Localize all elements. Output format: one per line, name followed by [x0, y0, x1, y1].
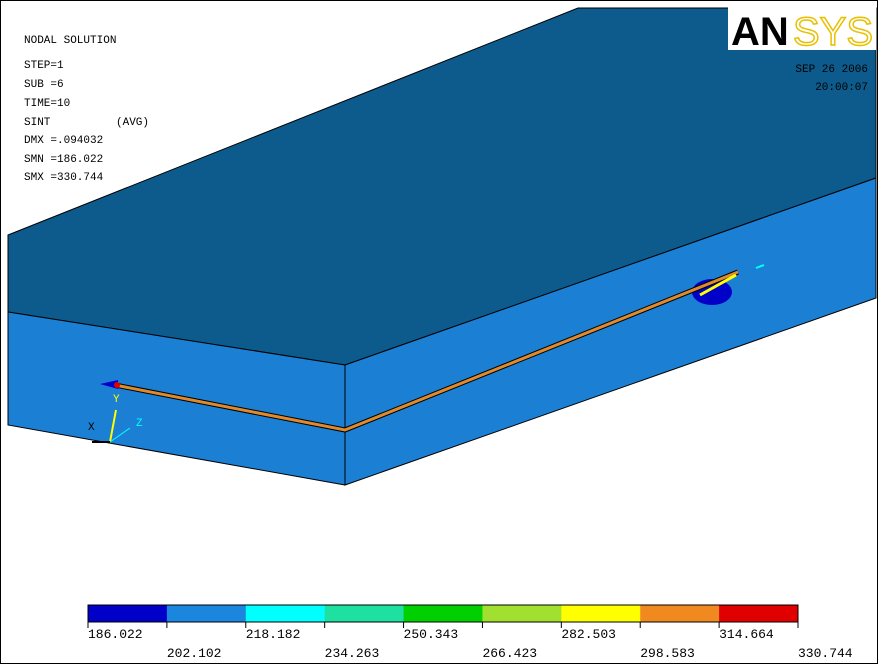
legend-swatch [88, 605, 167, 622]
logo-an: AN [731, 10, 789, 54]
info-dmx: DMX =.094032 [24, 135, 103, 147]
legend-label: 218.182 [246, 627, 301, 642]
info-smn: SMN =186.022 [24, 154, 103, 166]
legend-label: 330.744 [798, 646, 853, 661]
info-step: STEP=1 [24, 60, 64, 72]
triad-z: Z [136, 418, 143, 430]
legend-label: 186.022 [88, 627, 143, 642]
legend-label: 314.664 [719, 627, 774, 642]
legend-label: 234.263 [325, 646, 380, 661]
info-title: NODAL SOLUTION [24, 35, 116, 47]
legend-swatch [325, 605, 404, 622]
info-smx: SMX =330.744 [24, 172, 104, 184]
logo-sys: SYS [793, 10, 873, 54]
legend-label: 282.503 [561, 627, 616, 642]
crack-tip-max [114, 382, 120, 388]
legend-label: 250.343 [404, 627, 459, 642]
legend-label: 202.102 [167, 646, 222, 661]
info-avg: (AVG) [116, 117, 149, 129]
info-sub: SUB =6 [24, 79, 64, 91]
legend-swatch [561, 605, 640, 622]
triad-y: Y [113, 394, 120, 406]
legend-swatch [404, 605, 483, 622]
legend-swatch [482, 605, 561, 622]
legend-label: 266.423 [482, 646, 537, 661]
date: SEP 26 2006 [795, 64, 868, 76]
clock: 20:00:07 [815, 82, 868, 94]
info-quantity: SINT [24, 117, 51, 129]
legend-swatch [246, 605, 325, 622]
legend-swatch [640, 605, 719, 622]
info-time: TIME=10 [24, 98, 70, 110]
legend-swatch [719, 605, 798, 622]
ansys-window: X Y Z NODAL SOLUTION STEP=1 SUB =6 TIME=… [0, 0, 878, 664]
legend-label: 298.583 [640, 646, 695, 661]
triad-x: X [88, 422, 95, 434]
legend-swatch [167, 605, 246, 622]
